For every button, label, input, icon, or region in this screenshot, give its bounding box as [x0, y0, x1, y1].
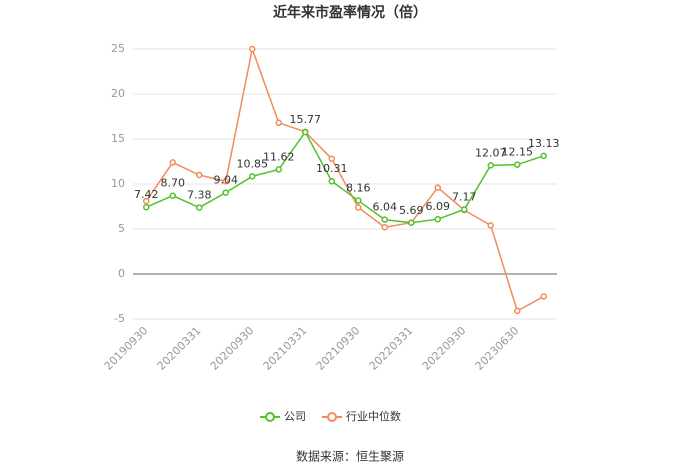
- data-label: 12.15: [502, 146, 534, 159]
- data-label: 11.62: [263, 150, 295, 163]
- legend-label: 行业中位数: [346, 409, 401, 423]
- data-label: 7.42: [134, 188, 159, 201]
- point: [487, 222, 494, 229]
- data-label: 8.70: [161, 177, 186, 190]
- x-tick-label: 20220930: [420, 324, 469, 373]
- y-tick-label: 25: [111, 42, 125, 55]
- y-tick-label: 10: [111, 177, 125, 190]
- point: [249, 173, 256, 180]
- point: [275, 119, 282, 127]
- data-label: 7.38: [187, 189, 212, 202]
- point: [461, 206, 468, 213]
- point: [222, 178, 229, 185]
- point: [355, 197, 362, 204]
- y-tick-label: 0: [118, 267, 125, 280]
- data-label: 12.07: [475, 146, 507, 159]
- x-tick-label: 20200331: [155, 324, 204, 373]
- point: [514, 307, 521, 315]
- point: [487, 162, 494, 169]
- data-label: 7.17: [452, 190, 477, 203]
- data-label: 13.13: [528, 137, 560, 150]
- data-label: 8.16: [346, 182, 371, 195]
- point: [540, 293, 547, 300]
- point: [302, 128, 309, 136]
- chart-title: 近年来市盈率情况（倍）: [273, 4, 427, 21]
- point: [328, 177, 335, 185]
- point: [222, 189, 229, 196]
- point: [434, 215, 441, 223]
- x-tick-label: 20230630: [473, 324, 522, 373]
- point: [196, 204, 203, 211]
- data-label: 10.31: [316, 162, 348, 175]
- data-label: 5.69: [399, 204, 424, 217]
- series-line: [145, 46, 545, 312]
- point: [169, 192, 176, 199]
- point: [381, 216, 388, 223]
- series-line: [145, 130, 544, 224]
- x-tick-label: 20210930: [314, 324, 363, 373]
- x-tick-label: 20220331: [367, 324, 416, 373]
- x-tick-label: 20210331: [261, 324, 310, 373]
- legend-marker: [265, 412, 275, 422]
- data-label: 6.04: [373, 201, 398, 214]
- point: [328, 155, 335, 163]
- point: [143, 197, 150, 205]
- point: [275, 166, 282, 173]
- point: [514, 161, 521, 168]
- point: [355, 204, 362, 211]
- point: [434, 184, 441, 191]
- x-tick-label: 20190930: [102, 324, 151, 373]
- point: [196, 171, 203, 179]
- point: [408, 219, 415, 227]
- y-tick-label: -5: [114, 312, 125, 325]
- point: [381, 223, 388, 231]
- point: [169, 159, 176, 166]
- legend-label: 公司: [284, 410, 306, 423]
- data-label: 9.04: [214, 174, 239, 187]
- data-label: 6.09: [426, 200, 451, 213]
- data-label: 10.85: [237, 157, 269, 170]
- point: [143, 203, 150, 211]
- x-tick-label: 20200930: [208, 324, 257, 373]
- y-tick-label: 5: [118, 222, 125, 235]
- point: [249, 45, 256, 53]
- y-tick-label: 15: [111, 132, 125, 145]
- legend-marker: [327, 412, 337, 422]
- source: 数据来源：恒生聚源: [296, 449, 404, 464]
- y-tick-label: 20: [111, 87, 125, 100]
- point: [540, 152, 547, 160]
- data-label: 15.77: [290, 113, 322, 126]
